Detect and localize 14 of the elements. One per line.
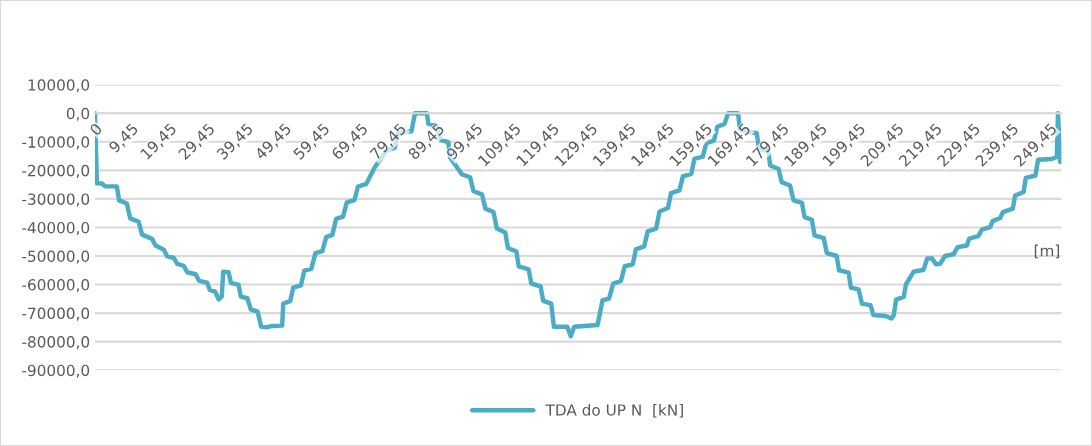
y-tick-label: -80000,0 — [22, 336, 90, 350]
legend-label: TDA do UP N [kN] — [545, 403, 683, 418]
y-tick-label: -60000,0 — [22, 279, 90, 293]
x-tick-label: 0 — [89, 122, 103, 137]
y-tick-label: -50000,0 — [22, 250, 90, 264]
y-tick-label: -20000,0 — [22, 164, 90, 178]
y-tick-label: 0,0 — [66, 107, 90, 121]
x-axis-title: [m] — [1034, 244, 1060, 259]
y-tick-label: 10000,0 — [28, 79, 90, 93]
y-tick-label: -10000,0 — [22, 136, 90, 150]
y-tick-label: -40000,0 — [22, 221, 90, 236]
y-tick-label: -90000,0 — [22, 364, 90, 378]
y-tick-label: -70000,0 — [22, 307, 90, 321]
y-tick-label: -30000,0 — [22, 193, 90, 207]
